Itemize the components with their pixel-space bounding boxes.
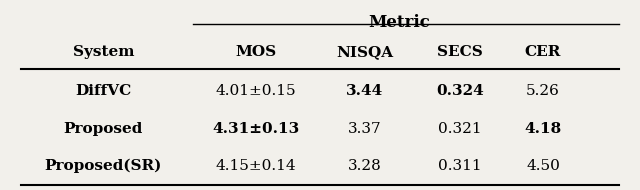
Text: 3.28: 3.28	[348, 159, 381, 173]
Text: 0.321: 0.321	[438, 122, 482, 136]
Text: NISQA: NISQA	[336, 45, 393, 59]
Text: 4.01±0.15: 4.01±0.15	[216, 84, 296, 98]
Text: 4.15±0.14: 4.15±0.14	[216, 159, 296, 173]
Text: Proposed: Proposed	[63, 122, 143, 136]
Text: Metric: Metric	[369, 14, 431, 32]
Text: CER: CER	[525, 45, 561, 59]
Text: 4.31±0.13: 4.31±0.13	[212, 122, 300, 136]
Text: 0.311: 0.311	[438, 159, 482, 173]
Text: 5.26: 5.26	[526, 84, 560, 98]
Text: System: System	[72, 45, 134, 59]
Text: 3.44: 3.44	[346, 84, 383, 98]
Text: SECS: SECS	[437, 45, 483, 59]
Text: 0.324: 0.324	[436, 84, 484, 98]
Text: MOS: MOS	[236, 45, 277, 59]
Text: 4.50: 4.50	[526, 159, 560, 173]
Text: 3.37: 3.37	[348, 122, 381, 136]
Text: Proposed(SR): Proposed(SR)	[45, 159, 162, 173]
Text: DiffVC: DiffVC	[76, 84, 131, 98]
Text: 4.18: 4.18	[524, 122, 562, 136]
